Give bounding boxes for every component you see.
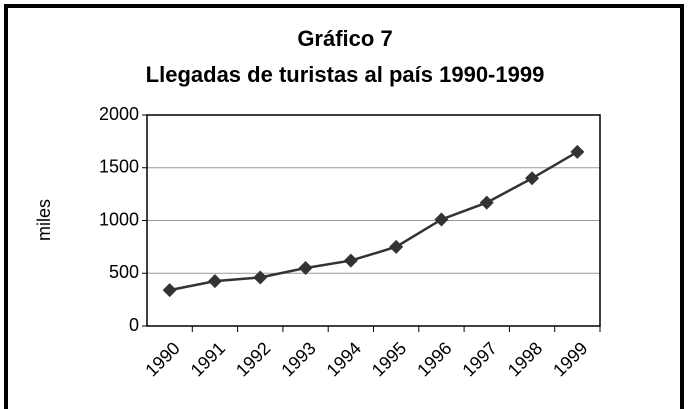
y-axis-label: miles bbox=[34, 199, 54, 241]
y-tick-label: 500 bbox=[109, 262, 139, 282]
chart-title: Gráfico 7 bbox=[297, 26, 392, 51]
marker bbox=[253, 270, 268, 285]
frame bbox=[4, 4, 684, 409]
marker bbox=[343, 253, 358, 268]
y-tick-label: 0 bbox=[129, 315, 139, 335]
marker bbox=[570, 144, 585, 159]
x-tick-label: 1997 bbox=[458, 338, 500, 380]
marker bbox=[479, 195, 494, 210]
marker bbox=[525, 171, 540, 186]
y-tick-label: 1500 bbox=[99, 157, 139, 177]
x-tick-label: 1994 bbox=[323, 338, 365, 380]
x-tick-label: 1999 bbox=[549, 338, 591, 380]
y-tick-label: 2000 bbox=[99, 104, 139, 124]
marker bbox=[207, 274, 222, 289]
marker bbox=[434, 212, 449, 227]
x-tick-label: 1991 bbox=[187, 338, 229, 380]
x-tick-label: 1996 bbox=[413, 338, 455, 380]
chart-subtitle: Llegadas de turistas al país 1990-1999 bbox=[146, 62, 545, 87]
marker bbox=[162, 283, 177, 298]
line bbox=[169, 150, 578, 292]
x-tick-label: 1995 bbox=[368, 338, 410, 380]
x-tick-label: 1998 bbox=[504, 338, 546, 380]
x-tick-label: 1993 bbox=[277, 338, 319, 380]
marker bbox=[389, 239, 404, 254]
y-tick-label: 1000 bbox=[99, 209, 139, 229]
marker bbox=[298, 260, 313, 275]
x-tick-label: 1992 bbox=[232, 338, 274, 380]
x-tick-label: 1990 bbox=[141, 338, 183, 380]
